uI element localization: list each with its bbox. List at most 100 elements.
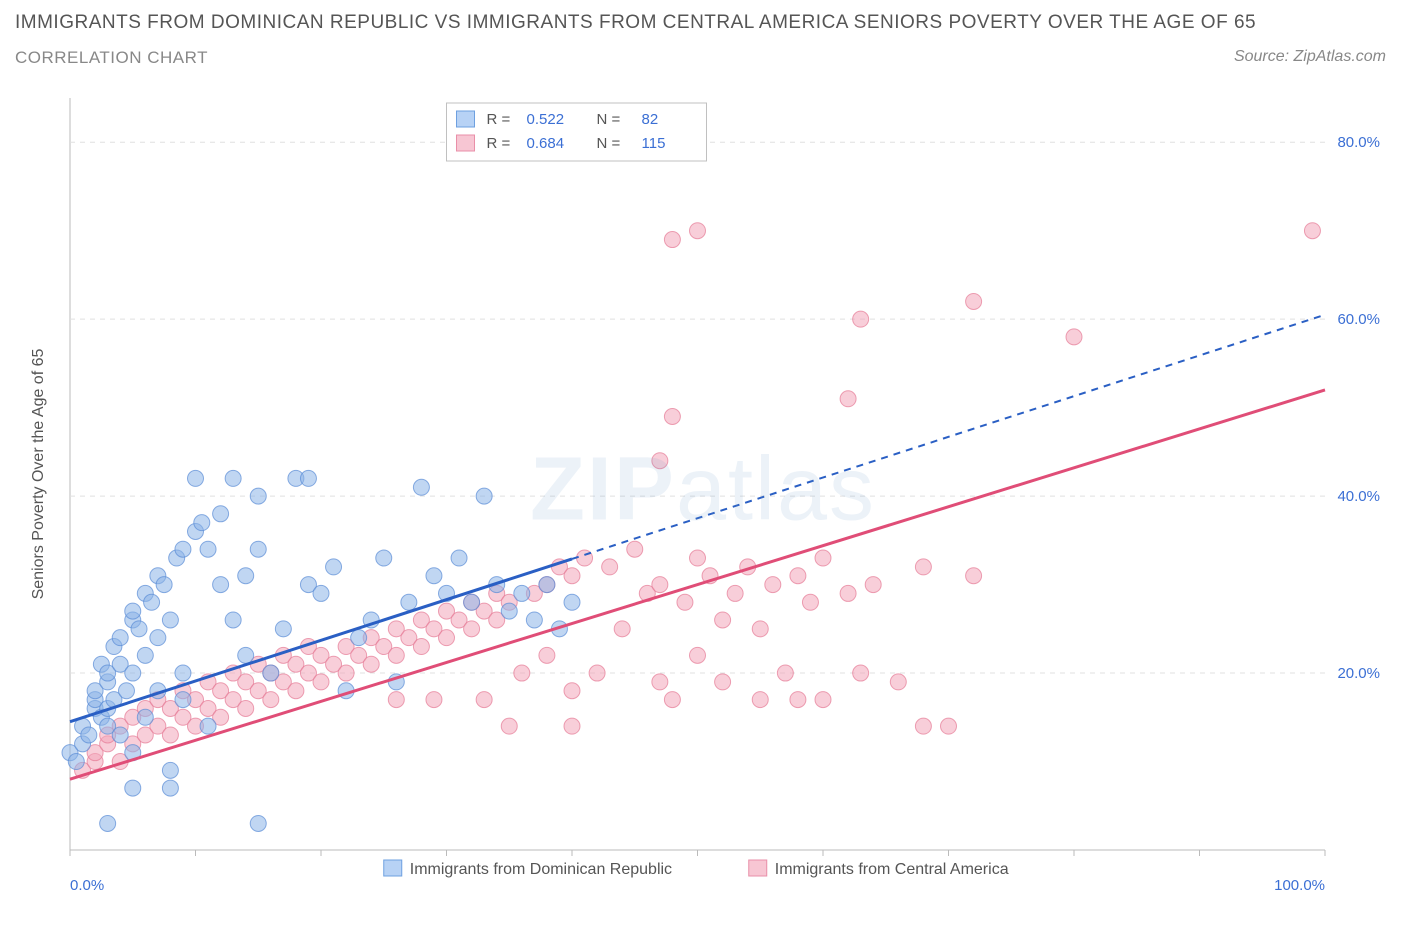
data-point [966,568,982,584]
data-point [250,541,266,557]
data-point [338,665,354,681]
data-point [426,568,442,584]
data-point [464,621,480,637]
data-point [564,568,580,584]
data-point [840,585,856,601]
data-point [915,718,931,734]
data-point [865,577,881,593]
source-label: Source: ZipAtlas.com [1234,48,1386,66]
data-point [602,559,618,575]
data-point [263,692,279,708]
data-point [652,577,668,593]
data-point [853,665,869,681]
data-point [125,603,141,619]
data-point [125,780,141,796]
data-point [131,621,147,637]
data-point [853,311,869,327]
data-point [765,577,781,593]
data-point [351,630,367,646]
data-point [476,692,492,708]
data-point [439,630,455,646]
data-point [539,647,555,663]
data-point [162,727,178,743]
legend-swatch [457,111,475,127]
data-point [376,550,392,566]
data-point [564,594,580,610]
stats-n-value: 115 [642,135,666,152]
data-point [715,612,731,628]
legend-label: Immigrants from Dominican Republic [410,861,672,878]
data-point [777,665,793,681]
y-tick-label: 60.0% [1337,311,1380,328]
data-point [413,479,429,495]
data-point [790,692,806,708]
data-point [802,594,818,610]
data-point [112,727,128,743]
data-point [144,594,160,610]
data-point [162,762,178,778]
data-point [137,709,153,725]
data-point [690,647,706,663]
data-point [915,559,931,575]
data-point [727,585,743,601]
trend-line [70,559,572,722]
data-point [815,692,831,708]
data-point [966,293,982,309]
y-tick-label: 40.0% [1337,488,1380,505]
data-point [451,550,467,566]
data-point [313,585,329,601]
data-point [150,630,166,646]
data-point [464,594,480,610]
data-point [175,541,191,557]
stats-r-value: 0.684 [527,135,565,152]
data-point [288,683,304,699]
data-point [589,665,605,681]
data-point [941,718,957,734]
data-point [300,470,316,486]
stats-n-label: N = [597,111,621,128]
data-point [156,577,172,593]
stats-r-value: 0.522 [527,111,565,128]
data-point [175,692,191,708]
data-point [263,665,279,681]
data-point [614,621,630,637]
data-point [1304,223,1320,239]
data-point [238,700,254,716]
data-point [125,665,141,681]
stats-r-label: R = [487,135,511,152]
y-axis-label: Seniors Poverty Over the Age of 65 [30,349,47,600]
data-point [715,674,731,690]
stats-n-value: 82 [642,111,659,128]
x-tick-label: 100.0% [1274,877,1325,894]
data-point [815,550,831,566]
data-point [690,550,706,566]
data-point [388,647,404,663]
data-point [652,674,668,690]
stats-n-label: N = [597,135,621,152]
data-point [752,692,768,708]
scatter-chart: 20.0%40.0%60.0%80.0%0.0%100.0%Seniors Po… [15,80,1391,900]
data-point [194,515,210,531]
stats-box [447,103,707,161]
data-point [137,647,153,663]
data-point [690,223,706,239]
data-point [664,408,680,424]
data-point [564,718,580,734]
data-point [840,391,856,407]
data-point [426,692,442,708]
data-point [213,577,229,593]
data-point [250,488,266,504]
chart-title: IMMIGRANTS FROM DOMINICAN REPUBLIC VS IM… [15,12,1256,34]
data-point [81,727,97,743]
data-point [68,754,84,770]
data-point [526,612,542,628]
data-point [200,541,216,557]
data-point [112,630,128,646]
data-point [118,683,134,699]
data-point [175,665,191,681]
data-point [652,453,668,469]
legend-swatch [384,860,402,876]
data-point [413,639,429,655]
data-point [225,612,241,628]
y-tick-label: 80.0% [1337,134,1380,151]
